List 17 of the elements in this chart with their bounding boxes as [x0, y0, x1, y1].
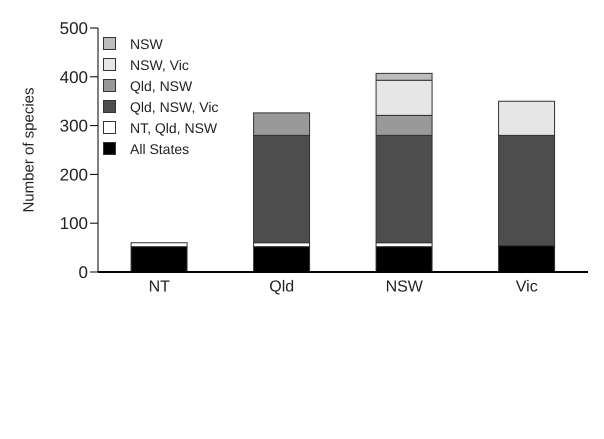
x-tick-label: NSW	[386, 278, 424, 296]
legend-label: All States	[130, 140, 190, 156]
y-tick-label: 400	[60, 68, 88, 87]
legend-label: NSW, Vic	[130, 56, 189, 72]
y-tick-label: 100	[60, 214, 88, 234]
legend-label: NSW	[130, 36, 163, 52]
y-tick-label: 0	[78, 263, 88, 282]
x-tick-label: Qld	[269, 278, 294, 296]
x-tick-label: Vic	[516, 278, 538, 296]
legend-label: Qld, NSW, Vic	[130, 98, 218, 114]
y-tick-label: 200	[60, 165, 88, 184]
y-axis-title: Number of species	[20, 87, 38, 213]
legend-label: NT, Qld, NSW	[130, 120, 218, 136]
x-tick-label: NT	[148, 278, 170, 296]
y-tick-label: 300	[60, 116, 88, 136]
legend-label: Qld, NSW	[130, 78, 192, 94]
y-tick-label: 500	[60, 19, 88, 38]
